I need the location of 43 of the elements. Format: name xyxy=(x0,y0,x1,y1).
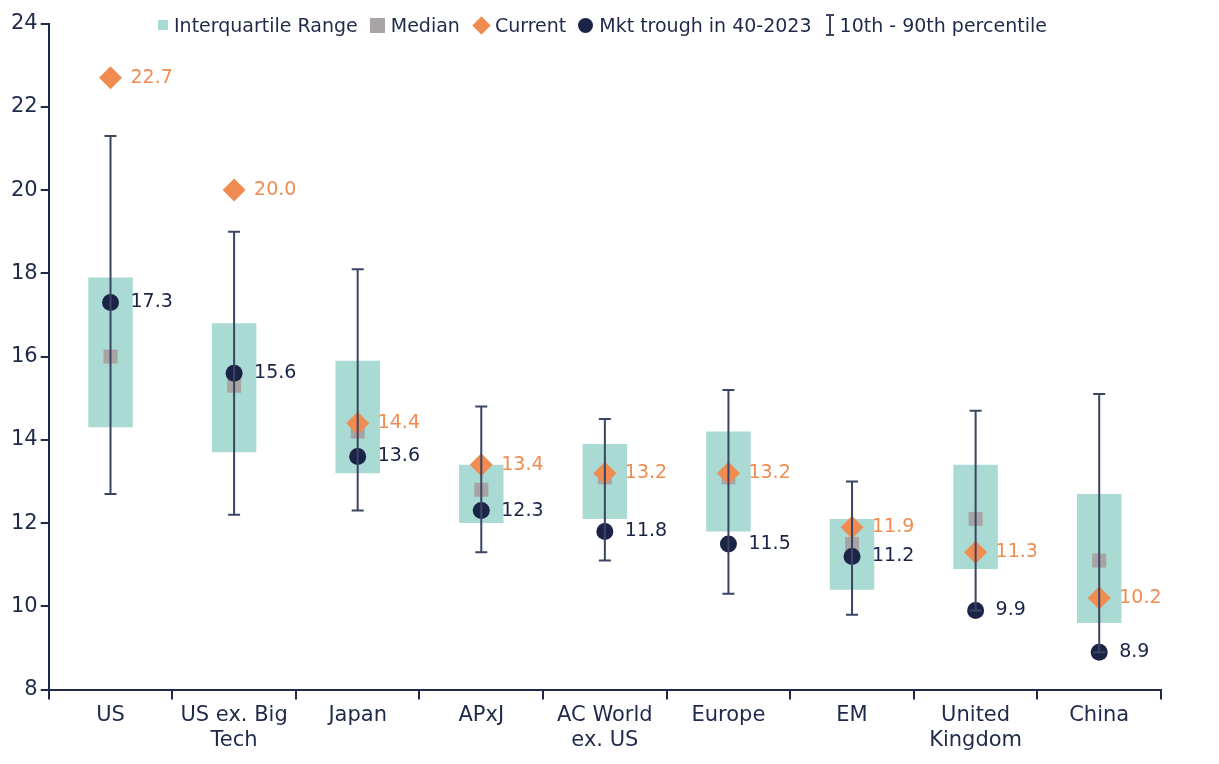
y-tick-label: 18 xyxy=(10,259,38,284)
y-tick-label: 10 xyxy=(10,592,38,617)
data-label: 22.7 xyxy=(130,64,173,87)
point xyxy=(222,178,246,202)
data-label: 11.9 xyxy=(872,514,915,537)
data-label: 9.9 xyxy=(995,597,1026,620)
data-label: 8.9 xyxy=(1119,639,1150,662)
x-tick-label: Japan xyxy=(326,701,387,726)
x-tick-label: APxJ xyxy=(458,701,505,726)
data-label: 11.8 xyxy=(624,518,668,541)
data-label: 15.6 xyxy=(254,360,297,383)
legend-label: Interquartile Range xyxy=(174,14,358,36)
data-label: 11.3 xyxy=(995,539,1038,562)
data-label: 11.2 xyxy=(872,543,915,566)
y-tick-label: 24 xyxy=(10,10,38,35)
x-tick-label: US ex. Big Tech xyxy=(180,701,288,751)
annotation: 10th - 90th percentile xyxy=(839,14,1047,36)
data-label: 17.3 xyxy=(130,289,173,312)
y-tick-label: 8 xyxy=(24,676,38,701)
data-label: 13.2 xyxy=(748,460,791,483)
x-tick-label: US xyxy=(96,701,125,726)
data-label: 12.3 xyxy=(501,497,544,520)
y-tick-label: 12 xyxy=(10,509,38,534)
x-tick-label: EM xyxy=(836,701,868,726)
y-tick-label: 20 xyxy=(10,176,38,201)
x-tick-label: Europe xyxy=(691,701,766,726)
data-label: 20.0 xyxy=(254,177,297,200)
point xyxy=(99,66,123,90)
data-label: 11.5 xyxy=(748,530,791,553)
x-tick-label: China xyxy=(1069,701,1130,726)
legend-label: Mkt trough in 40-2023 xyxy=(599,14,812,36)
y-tick-label: 22 xyxy=(10,93,38,118)
annotation: Median xyxy=(390,14,460,36)
legend-label: Current xyxy=(494,14,567,36)
x-tick-label: AC World ex. US xyxy=(557,701,653,751)
x-tick-label: United Kingdom xyxy=(929,701,1023,751)
data-label: 13.2 xyxy=(624,460,668,483)
data-label: 13.6 xyxy=(377,443,420,466)
data-label: 10.2 xyxy=(1119,584,1162,607)
y-tick-label: 14 xyxy=(10,426,38,451)
data-label: 13.4 xyxy=(501,451,544,474)
y-tick-label: 16 xyxy=(10,343,38,368)
data-label: 14.4 xyxy=(377,410,420,433)
